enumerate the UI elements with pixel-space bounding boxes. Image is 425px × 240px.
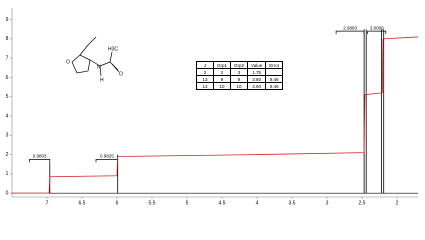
table-cell: 13 (196, 75, 214, 83)
atom: O (66, 59, 70, 65)
y-tick-label: 8 (6, 36, 9, 42)
y-tick-label: 7 (6, 55, 9, 61)
x-tick-label: 4 (256, 200, 259, 206)
table-cell: 9.46 (265, 75, 284, 83)
x-tick-label: 3 (326, 200, 329, 206)
table-cell: 10 (230, 82, 249, 90)
y-tick-label: 3 (6, 133, 9, 139)
integral-label: 3.0000 (370, 25, 384, 30)
integral-bracket (367, 30, 387, 35)
integral-label: 2.9893 (343, 25, 357, 30)
table-cell: Grp1 (212, 61, 232, 69)
table-cell: 10 (212, 82, 232, 90)
bond (109, 51, 113, 63)
table-cell: 1.75 (247, 68, 267, 76)
table-row: J Grp1 Grp2 Value Error (196, 61, 284, 69)
x-tick-label: 6.5 (79, 200, 86, 206)
table-cell (265, 68, 284, 76)
x-tick-label: 7 (46, 200, 49, 206)
atom: H3C (108, 46, 118, 52)
coupling-table: J Grp1 Grp2 Value Error 2 2 3 1.75 13 9 9 3.60 9.46 13… (196, 61, 284, 90)
integral-curve (12, 36, 419, 194)
table-cell: 9 (230, 75, 249, 83)
furan-ring (71, 54, 91, 74)
table-cell: 2 (196, 68, 214, 76)
y-tick-label: 5 (6, 94, 9, 100)
bond (111, 63, 120, 73)
y-tick-label: 2 (6, 152, 9, 158)
y-tick-label: 0 (6, 190, 9, 196)
y-tick-label: 4 (6, 113, 9, 119)
bond (99, 61, 111, 67)
bond (87, 36, 97, 46)
integral-bracket (29, 159, 51, 163)
x-tick-label: 3.5 (289, 200, 296, 206)
bond (99, 65, 102, 77)
table-cell: 2 (212, 68, 232, 76)
bond (89, 59, 101, 67)
table-row: 13 10 10 3.60 9.46 (196, 82, 284, 90)
x-tick-label: 2 (396, 200, 399, 206)
x-tick-label: 4.5 (219, 200, 226, 206)
table-cell: J (196, 61, 214, 69)
page: {"chart_data": {"type": "line", "xlim": … (5, 8, 419, 207)
table-cell: 3.60 (247, 82, 267, 90)
y-tick-label: 1 (6, 171, 9, 177)
y-tick-label: 9 (6, 17, 9, 23)
table-cell: Grp2 (230, 61, 249, 69)
integral-bracket (95, 159, 119, 163)
table-cell: 9 (212, 75, 232, 83)
x-tick-label: 2.5 (359, 200, 366, 206)
atom: H (100, 77, 104, 83)
integral-bracket (335, 30, 365, 35)
integral-label: 0.9825 (100, 154, 114, 159)
x-tick-label: 6 (116, 200, 119, 206)
x-tick-label: 5.5 (149, 200, 156, 206)
table-cell: 9.46 (265, 82, 284, 90)
atom: N (97, 64, 101, 70)
integral-label: 0.9803 (33, 154, 47, 159)
table-cell: Error (265, 61, 284, 69)
table-cell: 3.60 (247, 75, 267, 83)
table-row: 13 9 9 3.60 9.46 (196, 75, 284, 83)
molecule (71, 36, 120, 77)
y-tick-label: 6 (6, 75, 9, 81)
atom: O (119, 71, 123, 77)
table-cell: Value (247, 61, 267, 69)
table-row: 2 2 3 1.75 (196, 68, 284, 76)
table-cell: 13 (196, 82, 214, 90)
bond (79, 44, 89, 56)
table-cell: 3 (230, 68, 249, 76)
x-tick-label: 5 (186, 200, 189, 206)
